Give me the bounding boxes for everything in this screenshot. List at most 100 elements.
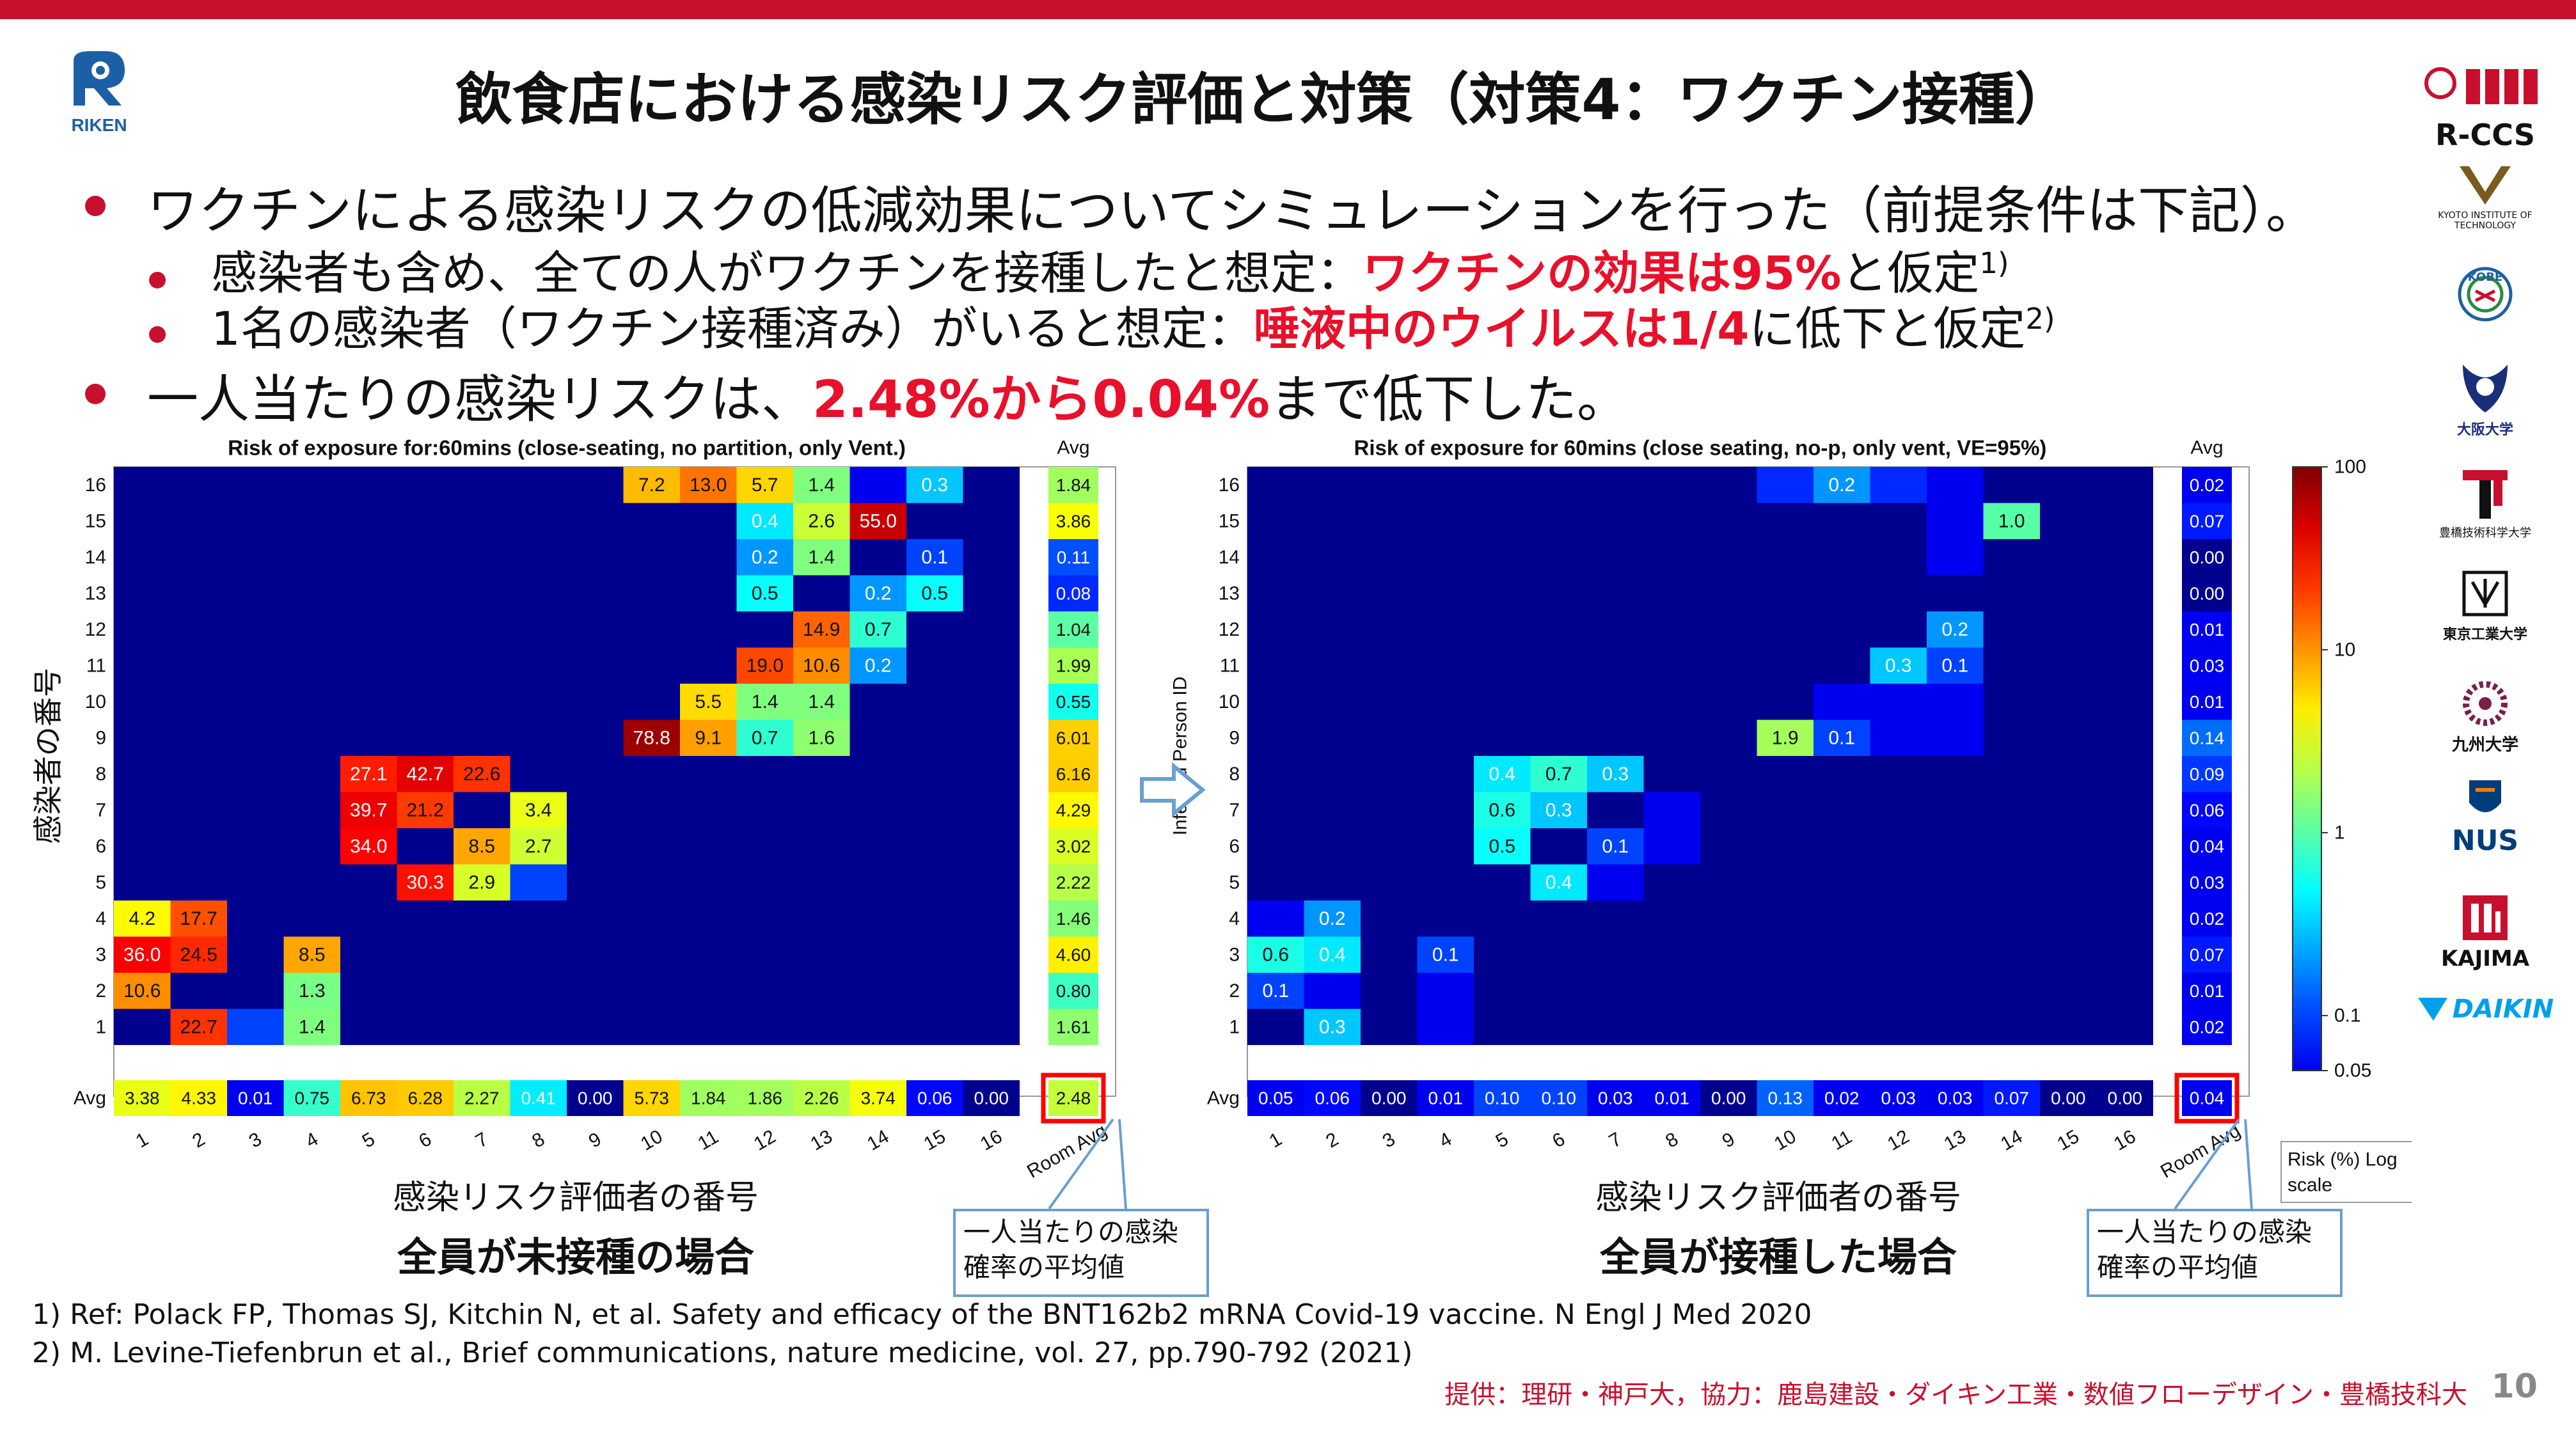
row-avg-label: 0.11 — [1057, 547, 1090, 567]
heatmap-cell — [1757, 467, 1813, 503]
row-avg-label: 1.46 — [1056, 909, 1091, 929]
heatmap-cell — [736, 503, 793, 539]
cell-label: 19.0 — [747, 655, 784, 676]
heatmap-cell — [1530, 792, 1587, 828]
heatmap-cell — [1983, 503, 2040, 539]
heatmap-cell — [1927, 684, 1984, 720]
x-tick-label: 7 — [472, 1129, 492, 1152]
col-avg-label: 6.73 — [351, 1089, 386, 1108]
col-avg-cell — [623, 1080, 680, 1116]
bullet-2: 感染者も含め、全ての人がワクチンを接種したと想定：ワクチンの効果は95%と仮定1… — [211, 235, 2009, 303]
credit-line: 提供：理研・神戸大，協力：鹿島建設・ダイキン工業・数値フローデザイン・豊橋技科大 — [1444, 1380, 2467, 1410]
heatmap-cell — [1813, 467, 1870, 503]
row-avg-cell — [2182, 720, 2232, 756]
heatmap-cell — [340, 828, 397, 865]
cell-label: 24.5 — [180, 944, 217, 965]
row-avg-cell — [1048, 503, 1098, 539]
x-tick-label: 7 — [1606, 1129, 1625, 1152]
bullet-dot — [85, 384, 106, 404]
cell-label: 0.1 — [1262, 980, 1289, 1002]
row-avg-label: 0.01 — [2190, 692, 2225, 712]
heatmap-vaccinated: Risk of exposure for 60mins (close seati… — [1170, 436, 2412, 1203]
cell-label: 0.2 — [1828, 475, 1855, 496]
bullet-3-ref: 2) — [2025, 302, 2055, 336]
bullet-3-highlight: 唾液中のウイルスは1/4 — [1253, 302, 1750, 356]
heatmap-cell — [114, 936, 171, 973]
colorbar-tick-label: 100 — [2334, 457, 2366, 478]
col-avg-cell — [1587, 1080, 1644, 1116]
heatmap-cell — [849, 503, 906, 539]
heatmap-cell — [906, 539, 963, 576]
cell-label: 0.7 — [865, 619, 892, 640]
callout-pointer — [2174, 1118, 2253, 1210]
heatmap-cell — [510, 864, 567, 900]
y-tick-label: 13 — [1219, 583, 1240, 604]
x-tick-label: 16 — [2110, 1126, 2139, 1154]
col-avg-cell — [1927, 1080, 1984, 1116]
cell-label: 1.3 — [299, 980, 326, 1002]
row-avg-cell — [1048, 828, 1098, 865]
row-avg-cell — [2182, 864, 2232, 900]
cell-label: 30.3 — [407, 872, 444, 893]
bullet-3-text: 1名の感染者（ワクチン接種済み）がいると想定： — [211, 302, 1254, 356]
col-avg-cell — [849, 1080, 906, 1116]
heatmap-cell — [906, 467, 963, 503]
cell-label: 0.1 — [921, 547, 948, 568]
cell-label: 1.4 — [752, 691, 778, 712]
col-avg-label: 0.03 — [1598, 1089, 1633, 1108]
y-tick-label: 2 — [1229, 980, 1240, 1002]
colorbar-tick-label: 10 — [2334, 639, 2355, 660]
cell-label: 5.5 — [695, 691, 722, 712]
heatmap-cell — [680, 467, 737, 503]
col-avg-cell — [2040, 1080, 2097, 1116]
heatmap-cell — [1304, 1009, 1361, 1045]
col-avg-cell — [1983, 1080, 2040, 1116]
row-avg-label: 1.04 — [1056, 620, 1091, 640]
heatmap-cell — [170, 936, 227, 973]
heatmap-cell — [170, 1009, 227, 1045]
y-tick-label: 7 — [1229, 799, 1240, 821]
room-avg-label: 0.04 — [2190, 1089, 2225, 1108]
toyohashi-logo-text: 豊橋技術科学大学 — [2439, 526, 2531, 540]
col-avg-cell — [1474, 1080, 1531, 1116]
bullet-4-highlight: 2.48%から0.04% — [812, 370, 1270, 429]
y-tick-label: 14 — [1219, 547, 1240, 568]
heatmap-cell — [1757, 720, 1813, 756]
chart-title: Risk of exposure for 60mins (close seati… — [1354, 436, 2047, 460]
y-tick-label: 12 — [85, 619, 106, 640]
heatmap-cell — [283, 1009, 340, 1045]
col-avg-label: 0.07 — [1995, 1089, 2030, 1108]
y-tick-label: 15 — [1219, 510, 1240, 531]
reference-1: 1) Ref: Polack FP, Thomas SJ, Kitchin N,… — [32, 1298, 1812, 1331]
col-avg-cell — [963, 1080, 1020, 1116]
heatmap-cell — [680, 684, 737, 720]
col-avg-cell — [906, 1080, 963, 1116]
row-avg-label: 0.55 — [1056, 692, 1091, 712]
col-avg-cell — [1304, 1080, 1361, 1116]
col-avg-label: 0.03 — [1938, 1089, 1973, 1108]
kobe-logo: KOBE — [2412, 265, 2559, 329]
col-avg-cell — [1530, 1080, 1587, 1116]
heatmap-cell — [1813, 684, 1870, 720]
heatmap-cell — [1870, 684, 1927, 720]
heatmap-cell — [736, 647, 793, 684]
heatmap-cell — [1417, 1009, 1474, 1045]
bullet-dot — [149, 326, 166, 343]
x-tick-label: 5 — [359, 1129, 379, 1152]
heatmap-cell — [1927, 611, 1984, 648]
cell-label: 10.6 — [803, 655, 840, 676]
bullet-4-text: 一人当たりの感染リスクは、 — [147, 370, 812, 429]
heatmap-cell — [736, 467, 793, 503]
cell-label: 8.5 — [299, 944, 326, 965]
heatmap-cell — [1417, 973, 1474, 1009]
bullet-2-highlight: ワクチンの効果は95% — [1363, 246, 1842, 300]
cell-label: 1.4 — [299, 1016, 326, 1037]
row-avg-label: 0.01 — [2190, 981, 2225, 1001]
heatmap-cell — [849, 467, 906, 503]
row-avg-cell — [2182, 684, 2232, 720]
cell-label: 0.3 — [921, 475, 948, 496]
col-avg-label: 0.01 — [238, 1089, 273, 1108]
row-avg-cell — [1048, 756, 1098, 792]
col-avg-label: 0.06 — [917, 1089, 952, 1108]
cell-label: 0.2 — [1319, 908, 1346, 929]
